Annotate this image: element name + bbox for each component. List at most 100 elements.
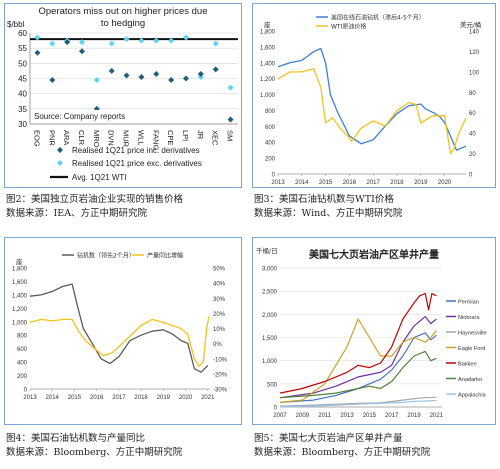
chart-1-point-inc-derivatives bbox=[138, 73, 145, 80]
chart-1-xtick: DVN bbox=[107, 130, 116, 146]
chart-3-ytick-left: 600 bbox=[17, 347, 28, 353]
chart-3-ytick-left: 800 bbox=[17, 334, 28, 340]
chart-1-point-exc-derivatives bbox=[49, 40, 56, 47]
chart-3-ytick-left: 200 bbox=[17, 374, 28, 380]
chart-1-ytick: 35 bbox=[18, 105, 27, 114]
chart-4-legend-label-1: Permian bbox=[458, 300, 479, 306]
chart-panel-1: Operators miss out on higher prices due t… bbox=[4, 3, 242, 188]
chart-1-ytick: 60 bbox=[18, 29, 27, 38]
chart-1-point-exc-derivatives bbox=[138, 37, 145, 44]
chart-4-ytick: 2,500 bbox=[262, 290, 278, 296]
chart-1-point-inc-derivatives bbox=[227, 116, 234, 123]
chart-2-left-unit: 座 bbox=[264, 20, 271, 29]
chart-1-xtick: JR bbox=[196, 130, 205, 140]
chart-4-legend-label-4: Eagle Ford bbox=[458, 346, 485, 352]
chart-1-xtick: EOG bbox=[32, 130, 41, 147]
chart-4-xtick: 2015 bbox=[363, 413, 377, 419]
chart-2-ytick-right: 0 bbox=[469, 173, 473, 179]
chart-1-source-box bbox=[32, 110, 128, 122]
caption-source-4: 数据来源：Bloomberg、方正中期研究院 bbox=[6, 447, 183, 458]
chart-1-xtick: FANG bbox=[151, 130, 160, 151]
chart-1-xtick: ARA bbox=[62, 130, 71, 145]
chart-1-ytick: 55 bbox=[18, 44, 27, 53]
chart-1-point-inc-derivatives bbox=[79, 48, 85, 55]
chart-3-xtick: 2014 bbox=[46, 395, 60, 401]
chart-panel-3: 0 200 400 600 800 1,000 1,200 1,400 1,600 1,800 -3… bbox=[4, 237, 242, 425]
chart-1-point-exc-derivatives bbox=[227, 84, 234, 91]
chart-3-ytick-right: -20% bbox=[213, 372, 228, 378]
chart-1-source-note: Source: Company reports bbox=[34, 112, 125, 121]
chart-1-point-inc-derivatives bbox=[183, 75, 189, 82]
caption-fig-4: 图4：美国石油钻机数与产量同比 bbox=[6, 433, 146, 444]
chart-panel-4: 美国七大页岩油产区单井产量 千桶/日 0 500 1,000 1,500 2,000 2,50… bbox=[252, 237, 496, 425]
chart-3-ytick-left: 400 bbox=[17, 361, 28, 367]
chart-3-series-line-1 bbox=[29, 283, 209, 373]
chart-1-title-line-1: Operators miss out on higher prices due bbox=[39, 6, 208, 17]
chart-3-ytick-left: 1,200 bbox=[12, 307, 28, 313]
chart-2-ytick-left: 800 bbox=[265, 109, 276, 115]
chart-2-xtick: 2018 bbox=[390, 180, 404, 186]
chart-3-ytick-left: 0 bbox=[24, 388, 28, 394]
caption-source-5: 数据来源：Bloomberg、方正中期研究院 bbox=[254, 447, 431, 458]
chart-4-xtick: 2009 bbox=[296, 413, 310, 419]
chart-3-ytick-right: 40% bbox=[213, 282, 226, 288]
chart-3-ytick-left: 1,800 bbox=[12, 267, 28, 273]
chart-4-ytick: 1,000 bbox=[262, 359, 278, 365]
chart-4-ytick: 3,000 bbox=[262, 267, 278, 273]
chart-4-series-line-anadarko bbox=[279, 350, 437, 399]
caption-fig-2: 图2：美国独立页岩油企业实现的销售价格 bbox=[6, 194, 184, 205]
chart-1-point-exc-derivatives bbox=[79, 39, 85, 46]
chart-2-ytick-right: 100 bbox=[469, 70, 480, 76]
chart-4-xtick: 2007 bbox=[273, 413, 287, 419]
chart-4-series-line-permian bbox=[279, 332, 437, 403]
chart-2-ytick-right: 60 bbox=[469, 111, 476, 117]
chart-1-point-exc-derivatives bbox=[183, 34, 189, 41]
chart-2-ytick-right: 140 bbox=[469, 30, 480, 36]
chart-1-xtick: SM bbox=[226, 130, 235, 141]
chart-4-xtick: 2021 bbox=[430, 413, 444, 419]
chart-1-point-exc-derivatives bbox=[212, 40, 219, 47]
chart-1-xtick: PNR bbox=[47, 130, 56, 146]
chart-4-xtick: 2011 bbox=[318, 413, 332, 419]
chart-3-xtick: 2018 bbox=[134, 395, 148, 401]
chart-1-legend-inc: Realised 1Q21 price inc. derivatives bbox=[72, 146, 200, 155]
chart-4-legend-label-6: Anadarko bbox=[458, 377, 482, 383]
chart-1-point-exc-derivatives bbox=[168, 37, 175, 44]
chart-3-xtick: 2013 bbox=[23, 395, 37, 401]
chart-2-ytick-right: 80 bbox=[469, 91, 476, 97]
chart-2-xtick: 2019 bbox=[414, 180, 428, 186]
chart-3-xtick: 2017 bbox=[112, 395, 126, 401]
chart-3-left-unit: 座 bbox=[16, 257, 23, 266]
chart-1-legend-exc: Realised 1Q21 price exc. derivatives bbox=[72, 159, 202, 168]
chart-3-xtick: 2020 bbox=[179, 395, 193, 401]
chart-2-ytick-left: 1,200 bbox=[260, 77, 276, 83]
chart-2-ytick-left: 1,000 bbox=[260, 93, 276, 99]
chart-1-legend-wti: Avg. 1Q21 WTI bbox=[72, 173, 127, 182]
chart-2-ytick-left: 200 bbox=[265, 157, 276, 163]
chart-3-ytick-right: 0% bbox=[213, 342, 222, 348]
chart-2-xtick: 2017 bbox=[367, 180, 381, 186]
chart-1-point-exc-derivatives bbox=[108, 40, 115, 47]
chart-1-point-inc-derivatives bbox=[108, 67, 115, 74]
chart-2-ytick-left: 400 bbox=[265, 141, 276, 147]
chart-3-ytick-right: -10% bbox=[213, 357, 228, 363]
chart-1-svg: Operators miss out on higher prices duet… bbox=[7, 6, 238, 182]
chart-2-xtick: 2016 bbox=[343, 180, 357, 186]
chart-3-ytick-right: -30% bbox=[213, 388, 228, 394]
chart-4-legend-label-3: Haynesville bbox=[458, 331, 487, 337]
caption-source-3: 数据来源：Wind、方正中期研究院 bbox=[254, 208, 403, 219]
caption-fig-5: 图5：美国七大页岩油产区单井产量 bbox=[254, 433, 403, 444]
chart-4-xtick: 2019 bbox=[407, 413, 421, 419]
chart-4-legend-label-2: Niobrara bbox=[458, 315, 480, 321]
chart-4-series-line-appalachia bbox=[279, 399, 437, 408]
chart-1-xtick: LPI bbox=[181, 130, 190, 141]
chart-1-xtick: MUR bbox=[122, 130, 131, 148]
chart-1-xtick: CLR bbox=[77, 130, 86, 146]
chart-1-legend-marker-inc bbox=[57, 147, 63, 153]
chart-panel-2: 0 200 400 600 800 1,000 1,200 1,400 1,600 1,800 0 2… bbox=[252, 3, 496, 188]
chart-1-point-exc-derivatives bbox=[153, 37, 160, 44]
chart-4-ytick: 0 bbox=[274, 406, 278, 412]
chart-1-xtick: WLL bbox=[136, 130, 145, 145]
chart-1-xtick: MRO bbox=[92, 130, 101, 148]
chart-3-legend-label-2: 产量同比增幅 bbox=[147, 252, 183, 260]
